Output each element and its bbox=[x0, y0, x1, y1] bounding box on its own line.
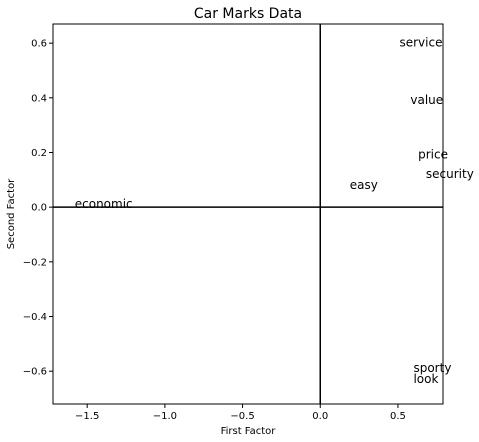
y-tick-label: 0.4 bbox=[31, 93, 47, 104]
point-label-easy: easy bbox=[350, 178, 378, 192]
x-axis-ticks: −1.5 −1.0 −0.5 0.0 0.5 bbox=[75, 404, 406, 422]
y-tick-label: 0.0 bbox=[31, 203, 47, 214]
y-tick-label: 0.6 bbox=[31, 39, 47, 50]
y-axis-label: Second Factor bbox=[6, 178, 17, 249]
point-label-service: service bbox=[399, 36, 442, 50]
x-tick-label: −0.5 bbox=[230, 411, 254, 422]
y-axis-ticks: −0.6 −0.4 −0.2 0.0 0.2 0.4 0.6 bbox=[23, 39, 53, 378]
y-tick-label: −0.2 bbox=[23, 257, 47, 268]
y-tick-label: −0.6 bbox=[23, 367, 47, 378]
y-tick-label: 0.2 bbox=[31, 148, 47, 159]
x-tick-label: −1.5 bbox=[75, 411, 99, 422]
chart-title: Car Marks Data bbox=[194, 6, 302, 22]
point-label-economic: economic bbox=[75, 197, 133, 211]
x-tick-label: −1.0 bbox=[153, 411, 177, 422]
x-tick-label: 0.0 bbox=[312, 411, 328, 422]
reference-lines bbox=[53, 24, 443, 404]
point-label-look: look bbox=[413, 372, 438, 386]
plot-area bbox=[52, 23, 444, 405]
x-tick-label: 0.5 bbox=[390, 411, 406, 422]
point-label-security: security bbox=[426, 167, 474, 181]
y-tick-label: −0.4 bbox=[23, 312, 47, 323]
point-label-sporty: sporty bbox=[413, 361, 451, 375]
point-label-price: price bbox=[418, 148, 448, 162]
point-label-value: value bbox=[410, 93, 443, 107]
point-labels: service value price security easy economic spo… bbox=[75, 36, 474, 386]
x-axis-label: First Factor bbox=[221, 426, 277, 437]
